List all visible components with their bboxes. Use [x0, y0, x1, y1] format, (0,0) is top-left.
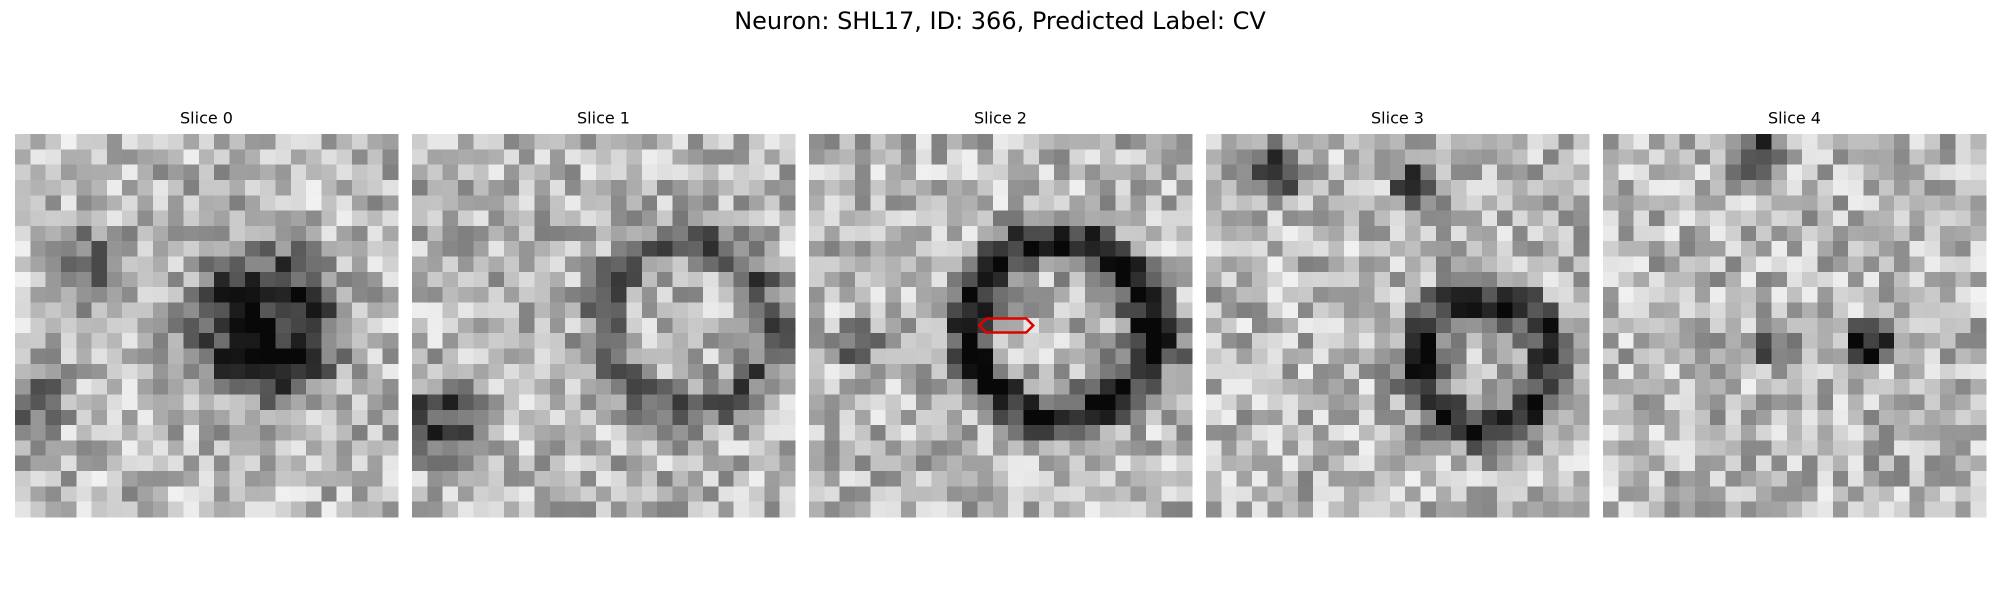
slice-image [412, 134, 796, 518]
slice-image [15, 134, 399, 518]
panel-title: Slice 1 [577, 109, 630, 128]
figure-title: Neuron: SHL17, ID: 366, Predicted Label:… [734, 7, 1266, 35]
panels: Slice 0 Slice 1 Slice 2 Slice 3 Slice 4 [15, 109, 1987, 518]
panel-title: Slice 0 [180, 109, 233, 128]
panel-title: Slice 2 [974, 109, 1027, 128]
panel-title: Slice 4 [1768, 109, 1821, 128]
slice-image [1206, 134, 1590, 518]
slice-image [809, 134, 1193, 518]
panel-title: Slice 3 [1371, 109, 1424, 128]
contour-marker [977, 317, 1036, 334]
slice-image [1603, 134, 1987, 518]
